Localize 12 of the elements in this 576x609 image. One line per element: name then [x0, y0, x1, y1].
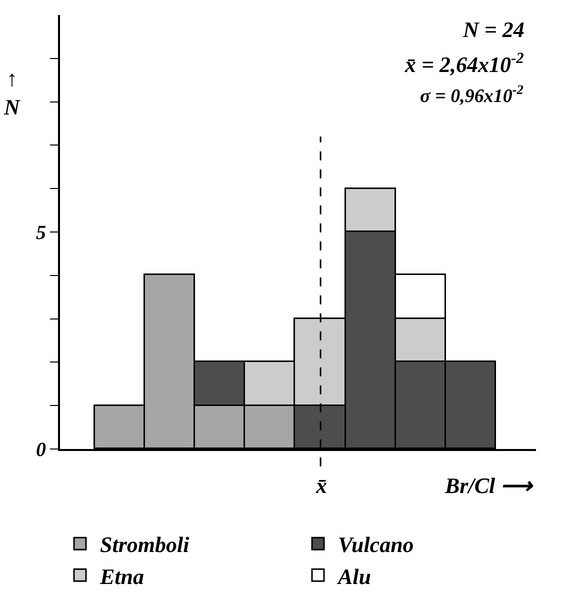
text: x̄: [315, 473, 327, 498]
x-axis-title: Br/Cl ⟶: [444, 473, 534, 498]
annotation: N = 24: [462, 17, 524, 42]
annotation: x̄ = 2,64x10$^{-2}$: [404, 50, 524, 78]
y-axis-title: ↑ N: [3, 66, 21, 120]
legend-label: Vulcano: [338, 532, 414, 558]
annotation: σ = 0,96x10$^{-2}$: [420, 82, 524, 107]
y-tick-label: 5: [36, 222, 46, 244]
legend-label: Stromboli: [100, 532, 190, 558]
legend-label: Alu: [336, 564, 372, 589]
legend-label: Etna: [99, 564, 144, 589]
y-tick-label: 0: [36, 439, 46, 461]
